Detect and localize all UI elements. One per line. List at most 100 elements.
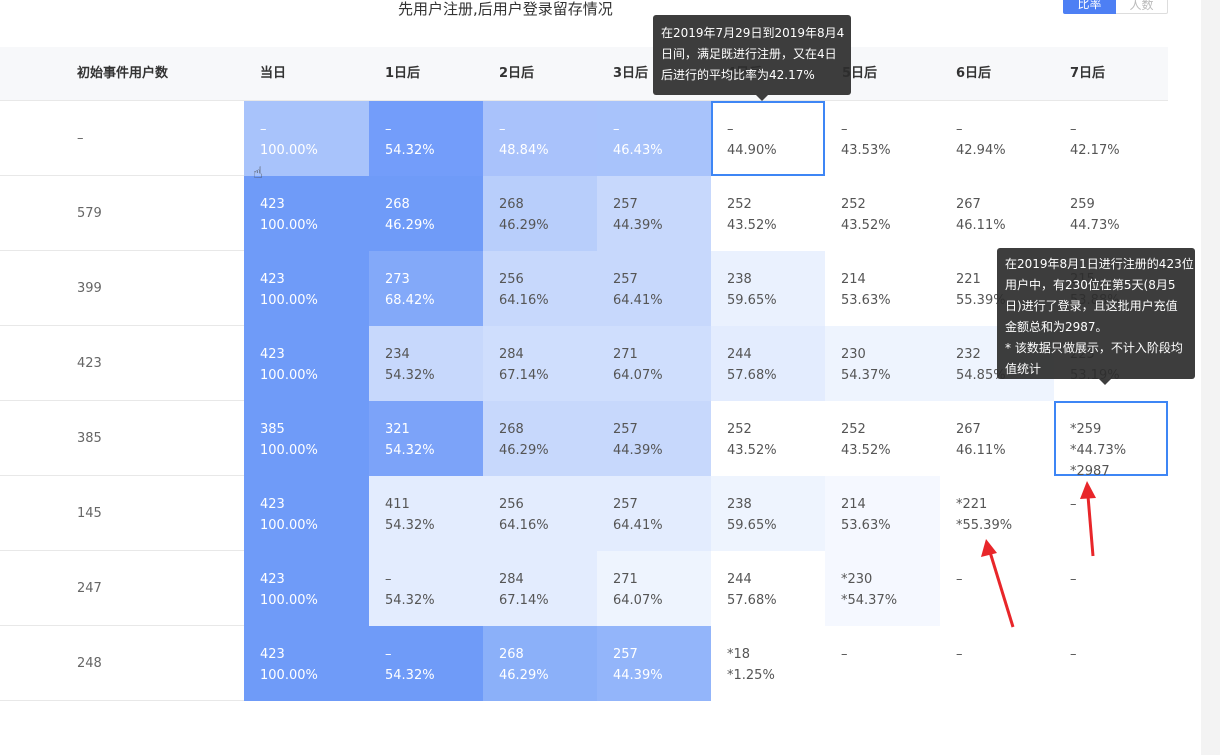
retention-cell[interactable]: 268 46.29% bbox=[369, 176, 483, 251]
table-row: 248 423 100.00% – 54.32% 268 46.29% 257 44.39% *1… bbox=[0, 626, 1168, 701]
retention-cell[interactable]: 423 100.00% bbox=[244, 626, 369, 701]
retention-cell[interactable]: 259 44.73% bbox=[1054, 176, 1168, 251]
retention-cell[interactable]: 230 54.37% bbox=[825, 326, 940, 401]
retention-cell[interactable]: – 43.53% bbox=[825, 101, 940, 176]
cell-ratio: 64.16% bbox=[499, 518, 549, 533]
ratio-toggle-button[interactable]: 比率 bbox=[1063, 0, 1116, 14]
cell-count: 244 bbox=[727, 347, 752, 362]
cell-ratio: 59.65% bbox=[727, 293, 777, 308]
cell-ratio: 100.00% bbox=[260, 443, 318, 458]
initial-user-count: – bbox=[77, 131, 84, 146]
vertical-scrollbar[interactable] bbox=[1201, 0, 1220, 755]
retention-cell[interactable]: 268 46.29% bbox=[483, 401, 597, 476]
retention-cell[interactable]: 257 64.41% bbox=[597, 251, 711, 326]
retention-cell[interactable]: 244 57.68% bbox=[711, 551, 825, 626]
cell-ratio: 54.32% bbox=[385, 443, 435, 458]
retention-cell[interactable]: 234 54.32% bbox=[369, 326, 483, 401]
retention-cell[interactable]: 423 100.00% bbox=[244, 326, 369, 401]
retention-cell[interactable]: – 54.32% bbox=[369, 626, 483, 701]
retention-cell[interactable]: – bbox=[1054, 626, 1168, 701]
retention-cell[interactable]: – 44.90% bbox=[711, 101, 825, 176]
cell-count: 232 bbox=[956, 347, 981, 362]
column-header-day-3[interactable]: 2日后 bbox=[499, 66, 535, 81]
retention-cell[interactable]: 284 67.14% bbox=[483, 326, 597, 401]
cell-count: 268 bbox=[499, 197, 524, 212]
retention-cell[interactable]: 284 67.14% bbox=[483, 551, 597, 626]
retention-cell[interactable]: 271 64.07% bbox=[597, 326, 711, 401]
retention-cell[interactable]: – 46.43% bbox=[597, 101, 711, 176]
retention-cell[interactable]: – 48.84% bbox=[483, 101, 597, 176]
cell-ratio: 46.43% bbox=[613, 143, 663, 158]
retention-cell[interactable]: 214 53.63% bbox=[825, 251, 940, 326]
retention-cell[interactable]: *221 *55.39% bbox=[940, 476, 1054, 551]
cell-count: – bbox=[385, 122, 392, 137]
cell-count: – bbox=[613, 122, 620, 137]
cell-count: 256 bbox=[499, 272, 524, 287]
retention-cell[interactable]: 257 44.39% bbox=[597, 176, 711, 251]
cell-count: 230 bbox=[841, 347, 866, 362]
retention-cell[interactable]: 238 59.65% bbox=[711, 251, 825, 326]
retention-cell[interactable]: – bbox=[825, 626, 940, 701]
retention-cell[interactable]: 267 46.11% bbox=[940, 401, 1054, 476]
retention-cell[interactable]: 257 44.39% bbox=[597, 401, 711, 476]
tooltip-line: 值统计 bbox=[1005, 362, 1042, 376]
retention-cell[interactable]: – 100.00% bbox=[244, 101, 369, 176]
cell-ratio: 43.52% bbox=[727, 443, 777, 458]
retention-cell[interactable]: – 54.32% bbox=[369, 101, 483, 176]
initial-user-count: 385 bbox=[77, 431, 102, 446]
retention-cell[interactable]: 271 64.07% bbox=[597, 551, 711, 626]
retention-cell[interactable]: 268 46.29% bbox=[483, 626, 597, 701]
retention-cell[interactable]: 267 46.11% bbox=[940, 176, 1054, 251]
column-header-day-2[interactable]: 1日后 bbox=[385, 66, 421, 81]
retention-cell[interactable]: – 42.17% bbox=[1054, 101, 1168, 176]
retention-cell[interactable]: 423 100.00% bbox=[244, 176, 369, 251]
retention-cell[interactable]: 273 68.42% bbox=[369, 251, 483, 326]
retention-cell[interactable]: 321 54.32% bbox=[369, 401, 483, 476]
tooltip-line: 在2019年8月1日进行注册的423位 bbox=[1005, 257, 1194, 271]
column-header-initial-users[interactable]: 初始事件用户数 bbox=[77, 66, 169, 81]
retention-cell[interactable]: 423 100.00% bbox=[244, 251, 369, 326]
retention-cell[interactable]: 244 57.68% bbox=[711, 326, 825, 401]
retention-cell[interactable]: 423 100.00% bbox=[244, 476, 369, 551]
count-toggle-button[interactable]: 人数 bbox=[1116, 0, 1168, 14]
cell-detail-tooltip: 在2019年8月1日进行注册的423位 用户中，有230位在第5天(8月5 日)… bbox=[997, 248, 1195, 385]
column-header-day-1[interactable]: 当日 bbox=[260, 66, 287, 81]
retention-cell[interactable]: 257 44.39% bbox=[597, 626, 711, 701]
retention-cell[interactable]: *18 *1.25% bbox=[711, 626, 825, 701]
retention-cell[interactable]: 214 53.63% bbox=[825, 476, 940, 551]
retention-cell[interactable]: – 54.32% bbox=[369, 551, 483, 626]
retention-cell[interactable]: *230 *54.37% bbox=[825, 551, 940, 626]
cell-count: – bbox=[260, 122, 267, 137]
retention-cell[interactable]: 257 64.41% bbox=[597, 476, 711, 551]
retention-cell[interactable]: *259 *44.73% *2987 bbox=[1054, 401, 1168, 479]
retention-cell[interactable]: 252 43.52% bbox=[711, 401, 825, 476]
retention-cell[interactable]: 256 64.16% bbox=[483, 476, 597, 551]
retention-cell[interactable]: 268 46.29% bbox=[483, 176, 597, 251]
retention-cell[interactable]: – 42.94% bbox=[940, 101, 1054, 176]
retention-cell[interactable]: 252 43.52% bbox=[825, 401, 940, 476]
retention-cell[interactable]: 385 100.00% bbox=[244, 401, 369, 476]
cell-ratio: 54.32% bbox=[385, 668, 435, 683]
retention-cell[interactable]: 411 54.32% bbox=[369, 476, 483, 551]
retention-cell[interactable]: 252 43.52% bbox=[825, 176, 940, 251]
column-header-day-7[interactable]: 6日后 bbox=[956, 66, 992, 81]
retention-cell[interactable]: – bbox=[1054, 476, 1168, 551]
retention-cell[interactable]: 256 64.16% bbox=[483, 251, 597, 326]
retention-cell[interactable]: 238 59.65% bbox=[711, 476, 825, 551]
retention-cell[interactable]: 423 100.00% bbox=[244, 551, 369, 626]
cell-ratio: 100.00% bbox=[260, 593, 318, 608]
column-header-day-8[interactable]: 7日后 bbox=[1070, 66, 1106, 81]
cell-count: 221 bbox=[956, 272, 981, 287]
cell-ratio: 100.00% bbox=[260, 368, 318, 383]
column-header-day-4[interactable]: 3日后 bbox=[613, 66, 649, 81]
retention-cell[interactable]: – bbox=[940, 626, 1054, 701]
page-title: 先用户注册,后用户登录留存情况 bbox=[398, 0, 613, 18]
table-header: 初始事件用户数当日1日后2日后3日后4日后5日后6日后7日后 bbox=[0, 47, 1168, 101]
retention-cell[interactable]: – bbox=[940, 551, 1054, 626]
cell-count: – bbox=[385, 572, 392, 587]
retention-cell[interactable]: 252 43.52% bbox=[711, 176, 825, 251]
cell-ratio: 46.11% bbox=[956, 218, 1006, 233]
retention-cell[interactable]: – bbox=[1054, 551, 1168, 626]
cell-count: 423 bbox=[260, 347, 285, 362]
tooltip-line: 日间，满足既进行注册，又在4日 bbox=[661, 47, 837, 61]
